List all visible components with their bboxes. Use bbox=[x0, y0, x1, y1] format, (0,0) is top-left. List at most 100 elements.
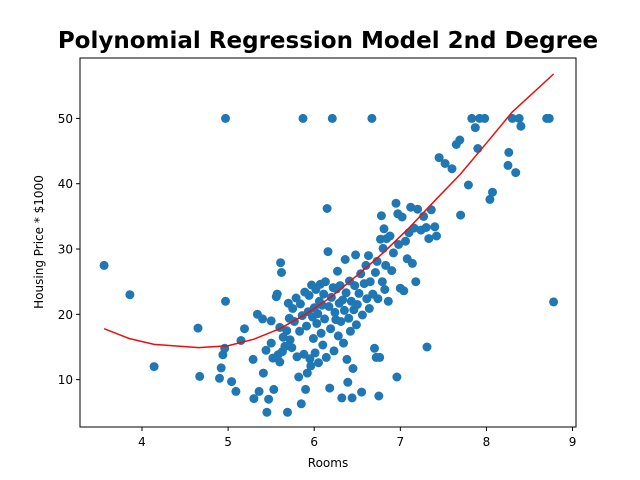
data-point bbox=[351, 250, 361, 260]
data-point bbox=[406, 202, 416, 212]
data-point bbox=[365, 277, 375, 287]
data-point bbox=[344, 313, 354, 323]
data-point bbox=[350, 281, 360, 291]
data-point bbox=[321, 352, 331, 362]
data-point bbox=[320, 314, 330, 324]
data-point bbox=[254, 386, 264, 396]
data-point bbox=[227, 377, 237, 387]
data-point bbox=[304, 290, 314, 300]
data-point bbox=[305, 354, 315, 364]
data-point bbox=[364, 304, 374, 313]
data-point bbox=[294, 372, 304, 382]
data-point bbox=[314, 358, 323, 368]
data-point bbox=[374, 391, 384, 401]
data-point bbox=[324, 302, 334, 311]
data-point bbox=[333, 266, 342, 276]
data-point bbox=[370, 268, 380, 277]
data-point bbox=[488, 187, 497, 197]
data-point bbox=[422, 342, 432, 352]
data-point bbox=[361, 260, 371, 270]
data-point bbox=[269, 384, 279, 394]
data-point bbox=[231, 386, 241, 396]
data-point bbox=[357, 310, 367, 320]
data-point bbox=[347, 393, 357, 403]
data-point bbox=[258, 368, 268, 378]
y-tick-label: 10 bbox=[58, 373, 73, 387]
data-point bbox=[378, 243, 388, 253]
data-point bbox=[149, 362, 159, 372]
data-point bbox=[463, 180, 473, 190]
data-point bbox=[455, 135, 465, 145]
x-axis-label: Rooms bbox=[308, 456, 348, 470]
data-point bbox=[338, 295, 348, 305]
data-point bbox=[447, 164, 457, 174]
data-point bbox=[480, 113, 490, 123]
data-point bbox=[411, 277, 421, 287]
data-point bbox=[504, 147, 514, 157]
data-point bbox=[377, 277, 387, 287]
data-point bbox=[413, 204, 423, 214]
data-point bbox=[283, 407, 292, 417]
y-tick-label: 30 bbox=[58, 243, 73, 257]
data-point bbox=[383, 296, 393, 306]
data-point bbox=[302, 368, 312, 378]
x-tick-label: 9 bbox=[569, 435, 577, 449]
data-point bbox=[285, 335, 295, 345]
data-point bbox=[367, 113, 377, 123]
data-point bbox=[401, 236, 410, 246]
data-point bbox=[380, 285, 390, 294]
data-point bbox=[325, 383, 335, 393]
data-point bbox=[514, 113, 524, 123]
data-point bbox=[467, 113, 477, 123]
data-point bbox=[473, 144, 483, 153]
data-point bbox=[310, 348, 320, 358]
data-point bbox=[343, 377, 353, 387]
data-point bbox=[322, 204, 332, 213]
data-point bbox=[333, 331, 343, 341]
data-point bbox=[266, 338, 276, 348]
data-point bbox=[193, 323, 203, 333]
data-point bbox=[391, 198, 401, 208]
data-point bbox=[357, 387, 367, 397]
data-point bbox=[329, 346, 339, 356]
data-point bbox=[388, 248, 398, 258]
data-point bbox=[125, 290, 135, 300]
data-point bbox=[277, 268, 286, 277]
data-point bbox=[319, 289, 329, 299]
data-point bbox=[318, 340, 328, 350]
data-point bbox=[280, 341, 290, 351]
x-tick-label: 7 bbox=[397, 435, 405, 449]
data-point bbox=[249, 394, 259, 404]
data-point bbox=[430, 222, 440, 232]
data-point bbox=[248, 354, 258, 364]
data-point bbox=[485, 194, 495, 204]
data-point bbox=[354, 288, 364, 298]
data-point bbox=[507, 113, 517, 123]
data-point bbox=[340, 255, 350, 264]
data-point bbox=[516, 121, 526, 131]
axis-ticks: 4 5 6 7 8 9 10 20 30 40 50 bbox=[58, 112, 577, 449]
data-point bbox=[292, 352, 302, 362]
data-point bbox=[342, 354, 352, 364]
plot-area-frame bbox=[79, 57, 577, 428]
data-point bbox=[316, 328, 326, 338]
data-point bbox=[288, 304, 298, 313]
data-point bbox=[266, 316, 276, 326]
x-tick-label: 8 bbox=[483, 435, 491, 449]
data-point bbox=[373, 294, 383, 304]
data-point bbox=[370, 343, 379, 353]
data-point bbox=[549, 297, 559, 307]
chart-title: Polynomial Regression Model 2nd Degree bbox=[58, 28, 598, 54]
data-point bbox=[397, 212, 407, 222]
data-point bbox=[301, 384, 311, 394]
data-point bbox=[345, 326, 355, 336]
data-point bbox=[323, 247, 333, 257]
data-point bbox=[302, 321, 311, 331]
data-point bbox=[298, 113, 308, 123]
data-point bbox=[296, 399, 306, 409]
y-tick-label: 20 bbox=[58, 308, 73, 322]
x-tick-label: 5 bbox=[224, 435, 232, 449]
data-point bbox=[195, 371, 205, 381]
